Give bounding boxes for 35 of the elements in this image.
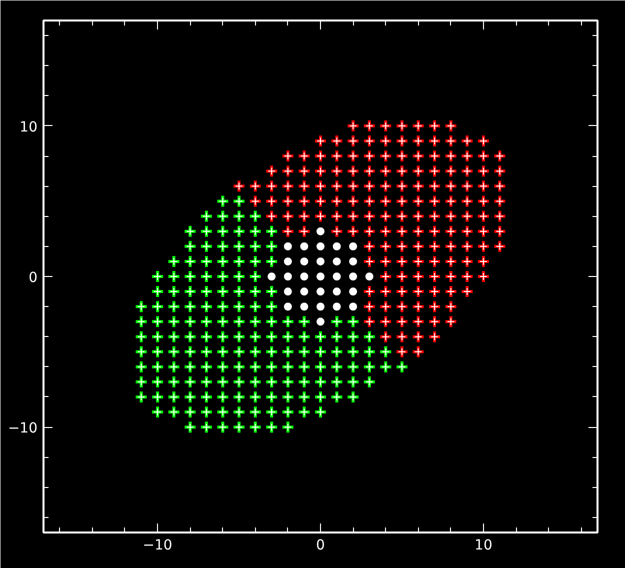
point bbox=[316, 227, 324, 236]
point bbox=[300, 272, 308, 280]
point bbox=[316, 288, 324, 296]
point bbox=[316, 242, 324, 250]
point bbox=[349, 288, 358, 296]
point bbox=[284, 242, 292, 250]
point bbox=[332, 272, 341, 280]
y-tick-label: 0 bbox=[28, 270, 38, 286]
point bbox=[316, 318, 324, 326]
point bbox=[349, 257, 358, 266]
x-tick-label: 10 bbox=[474, 538, 492, 554]
point bbox=[316, 272, 324, 280]
point bbox=[332, 242, 341, 250]
point bbox=[268, 272, 276, 280]
point bbox=[300, 242, 308, 250]
point bbox=[300, 288, 308, 296]
point bbox=[300, 257, 308, 266]
y-tick-label: 10 bbox=[20, 119, 38, 136]
point bbox=[284, 272, 292, 280]
point bbox=[316, 257, 324, 266]
point bbox=[332, 288, 341, 296]
point bbox=[349, 242, 358, 250]
point bbox=[284, 288, 292, 296]
point bbox=[284, 302, 292, 311]
point bbox=[332, 302, 341, 311]
point bbox=[284, 257, 292, 266]
point bbox=[365, 272, 374, 280]
point bbox=[300, 302, 308, 311]
point bbox=[349, 302, 358, 311]
point bbox=[332, 257, 341, 266]
point bbox=[316, 302, 324, 311]
point bbox=[349, 272, 358, 280]
x-tick-label: −10 bbox=[142, 538, 172, 554]
y-tick-label: −10 bbox=[8, 420, 38, 437]
x-tick-label: 0 bbox=[316, 538, 325, 554]
